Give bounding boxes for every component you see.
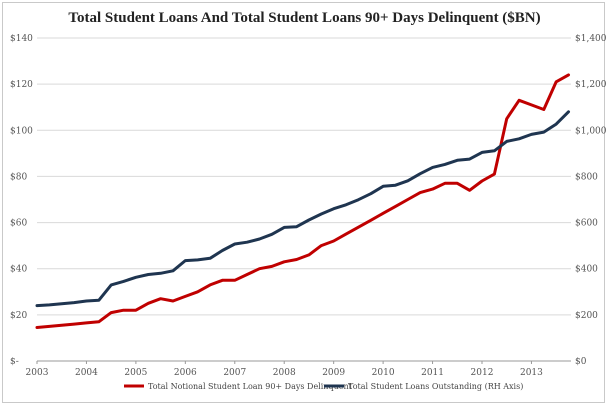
y-left-tick-label: $- [10, 357, 19, 367]
y-right-tick-label: $0 [575, 357, 587, 367]
legend: Total Notional Student Loan 90+ Days Del… [124, 382, 523, 391]
x-tick-label: 2008 [273, 368, 296, 378]
x-tick-label: 2007 [223, 368, 246, 378]
axes: $- $20 $40 $60 $80 $100 $120 $140 $0 $200 $400 $600… [10, 34, 607, 378]
x-tick-label: 2006 [174, 368, 197, 378]
chart-title: Total Student Loans And Total Student Lo… [68, 10, 541, 26]
series-line-delinquent [35, 73, 570, 329]
x-tick-label: 2013 [520, 368, 543, 378]
x-tick-label: 2005 [124, 368, 147, 378]
x-tick-label: 2012 [471, 368, 494, 378]
y-left-tick-label: $20 [10, 311, 27, 321]
y-right-tick-label: $800 [575, 172, 598, 182]
y-right-tick-label: $400 [575, 265, 598, 275]
legend-label: Total Student Loans Outstanding (RH Axis… [348, 382, 523, 391]
y-left-tick-label: $100 [10, 126, 33, 136]
series-lines [35, 73, 570, 329]
y-right-tick-label: $600 [575, 219, 598, 229]
y-right-tick-label: $200 [575, 311, 598, 321]
series-line-outstanding [35, 110, 570, 308]
x-tick-label: 2004 [75, 368, 98, 378]
y-right-tick-label: $1,200 [575, 80, 607, 90]
y-left-tick-label: $40 [10, 265, 27, 275]
y-left-tick-label: $140 [10, 34, 33, 44]
x-tick-label: 2009 [322, 368, 345, 378]
x-tick-label: 2010 [372, 368, 395, 378]
y-left-tick-label: $120 [10, 80, 33, 90]
y-right-tick-label: $1,000 [575, 126, 607, 136]
chart-frame [2, 2, 605, 403]
y-left-tick-label: $80 [10, 172, 27, 182]
legend-label: Total Notional Student Loan 90+ Days Del… [148, 382, 353, 391]
y-left-tick-label: $60 [10, 219, 27, 229]
y-right-tick-label: $1,400 [575, 34, 607, 44]
x-tick-label: 2011 [421, 368, 444, 378]
x-tick-label: 2003 [26, 368, 49, 378]
